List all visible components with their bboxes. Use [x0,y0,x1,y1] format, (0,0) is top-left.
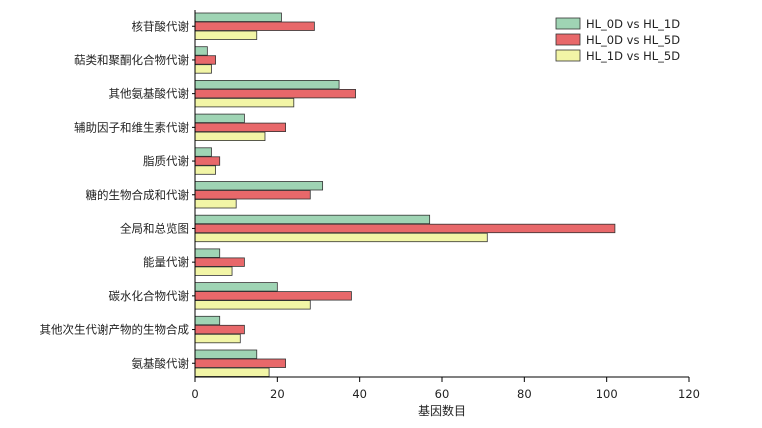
x-tick-label: 80 [517,387,532,401]
bar-3-11 [194,367,270,377]
bar-3-4 [194,131,266,142]
category-label: 脂质代谢 [143,154,189,168]
bar-1-2 [194,46,208,56]
legend-label: HL_0D vs HL_5D [586,33,680,47]
bar-2-3 [194,89,356,99]
bar-2-9 [194,291,352,301]
legend-swatch [555,49,581,62]
legend-swatch [555,17,581,30]
bar-2-11 [194,358,286,368]
bar-1-1 [194,12,282,22]
bar-3-3 [194,98,295,108]
x-tick-label: 120 [678,387,700,401]
category-label: 能量代谢 [143,255,189,269]
x-tick-label: 20 [270,387,285,401]
legend-label: HL_1D vs HL_5D [586,49,680,63]
bar-1-4 [194,113,245,123]
bar-1-10 [194,315,221,326]
bar-1-11 [194,349,258,359]
bar-1-7 [194,214,431,225]
bar-2-6 [194,190,311,200]
bar-2-10 [194,324,245,335]
legend-label: HL_0D vs HL_1D [586,17,680,31]
bar-3-10 [194,333,241,344]
bar-3-9 [194,300,311,310]
bar-3-6 [194,199,237,209]
category-label: 辅助因子和维生素代谢 [74,120,189,134]
category-label: 萜类和聚酮化合物代谢 [74,53,189,67]
category-label: 其他氨基酸代谢 [109,87,190,101]
legend-swatch [555,33,581,46]
bar-3-1 [194,30,258,40]
category-label: 全局和总览图 [120,221,189,235]
bar-3-2 [194,64,212,74]
category-label: 碳水化合物代谢 [109,289,190,303]
bar-2-1 [194,21,315,31]
bar-1-8 [194,248,221,258]
category-label: 氨基酸代谢 [132,356,190,370]
bar-3-5 [194,165,216,175]
x-tick-label: 40 [352,387,367,401]
bars [194,12,616,377]
bar-2-4 [194,122,286,132]
bar-3-8 [194,266,233,276]
category-label: 糖的生物合成和代谢 [86,188,190,202]
bar-1-3 [194,80,340,90]
bar-3-7 [194,232,488,243]
x-axis-title: 基因数目 [418,403,466,418]
bar-2-2 [194,55,216,65]
x-tick-label: 60 [435,387,450,401]
x-tick-label: 100 [596,387,618,401]
bar-1-6 [194,181,324,191]
category-label: 其他次生代谢产物的生物合成 [40,323,190,337]
bar-2-8 [194,257,245,267]
legend: HL_0D vs HL_1D HL_0D vs HL_5D HL_1D vs HL_… [555,17,680,63]
x-tick-label: 0 [191,387,198,401]
bar-2-5 [194,156,221,166]
bar-1-9 [194,282,278,292]
bar-1-5 [194,147,212,157]
x-ticks: 0 20 40 60 80 100 120 [191,377,700,401]
category-label: 核苷酸代谢 [132,19,190,33]
bar-2-7 [194,223,616,234]
category-labels: 核苷酸代谢萜类和聚酮化合物代谢其他氨基酸代谢辅助因子和维生素代谢脂质代谢糖的生物… [40,19,195,370]
